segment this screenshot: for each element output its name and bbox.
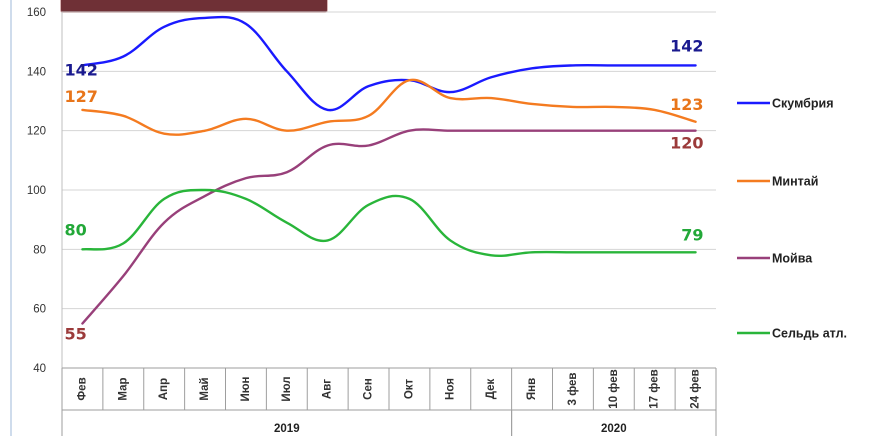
legend-label: Сельдь атл. (772, 327, 847, 341)
x-tick-label: Апр (158, 378, 170, 400)
y-tick-label: 40 (33, 363, 46, 375)
series-line (81, 78, 697, 136)
x-tick-label: Мар (117, 377, 129, 400)
y-tick-label: 140 (27, 66, 46, 78)
data-label: 142 (670, 36, 703, 55)
x-axis: Фев Мар Апр Май Июн Июл Авг Сен Окт Ноя Дек Янв 3 фе… (61, 367, 717, 436)
series-line (81, 188, 697, 257)
y-tick-label: 80 (33, 244, 46, 256)
x-tick-label: 17 фев (649, 369, 661, 408)
y-tick-label: 100 (27, 185, 46, 197)
x-tick-label: Янв (526, 378, 538, 400)
data-labels: 142 142 127 123 55 120 80 79 (64, 36, 703, 343)
x-tick-label: Дек (485, 379, 497, 400)
group-label: 2019 (274, 423, 300, 435)
x-tick-label: Фев (76, 377, 88, 400)
legend-label: Мойва (772, 252, 813, 266)
y-tick-label: 120 (27, 126, 46, 138)
x-tick-label: 3 фев (567, 373, 579, 406)
x-tick-label: Окт (403, 378, 415, 399)
x-tick-label: Сен (363, 378, 375, 400)
data-label: 80 (64, 220, 86, 239)
x-tick-label: 10 фев (608, 369, 620, 408)
data-label: 123 (670, 95, 703, 114)
series-lines (81, 15, 697, 325)
left-border (10, 0, 12, 436)
series-line (81, 15, 697, 112)
x-tick-label: Авг (322, 379, 334, 399)
y-axis: 40 60 80 100 120 140 160 (27, 7, 46, 375)
legend: Скумбрия Минтай Мойва Сельдь атл. (737, 97, 847, 341)
x-tick-label: Ноя (444, 378, 456, 400)
data-label: 120 (670, 134, 703, 153)
x-tick-label: Май (199, 377, 211, 400)
data-label: 55 (64, 325, 86, 344)
x-tick-label: 24 фев (690, 369, 702, 408)
series-line (81, 128, 697, 325)
legend-label: Скумбрия (772, 97, 834, 111)
data-label: 79 (681, 225, 703, 244)
data-label: 127 (64, 87, 97, 106)
y-tick-label: 160 (27, 7, 46, 19)
data-label: 142 (64, 60, 97, 79)
x-tick-label: Июн (240, 376, 252, 401)
group-label: 2020 (601, 423, 627, 435)
legend-label: Минтай (772, 175, 818, 189)
x-tick-label: Июл (281, 376, 293, 401)
y-tick-label: 60 (33, 304, 46, 316)
